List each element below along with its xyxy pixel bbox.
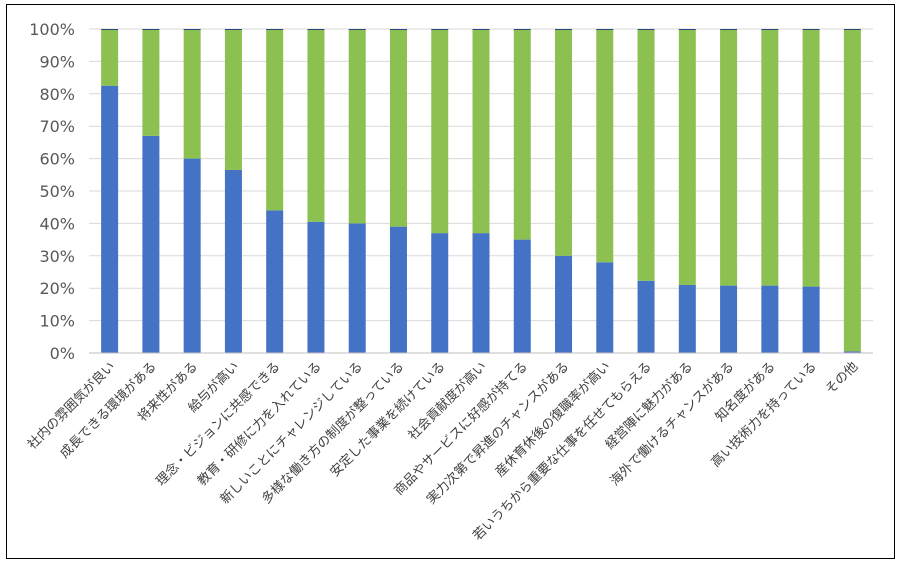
bar-segment-series-2 [843, 29, 861, 352]
bar-segment-series-1 [637, 280, 655, 353]
bar-segment-series-3 [802, 29, 820, 30]
bar-segment-series-1 [513, 239, 531, 353]
bar-segment-series-3 [431, 29, 449, 30]
bar-segment-series-1 [678, 284, 696, 353]
bar-segment-series-3 [678, 29, 696, 30]
bar-segment-series-2 [720, 29, 738, 286]
bar-segment-series-3 [389, 29, 407, 30]
bar-segment-series-2 [555, 29, 573, 256]
bar-segment-series-3 [472, 29, 490, 30]
bar-segment-series-2 [513, 29, 531, 240]
bar-segment-series-3 [142, 29, 160, 30]
y-tick-label: 10% [39, 312, 75, 331]
bar-segment-series-3 [843, 29, 861, 30]
bar-segment-series-1 [472, 233, 490, 353]
bar-segment-series-2 [101, 29, 119, 86]
bar-segment-series-3 [513, 29, 531, 30]
y-tick-label: 50% [39, 182, 75, 201]
bar-segment-series-3 [637, 29, 655, 30]
y-tick-label: 80% [39, 85, 75, 104]
bar-segment-series-3 [761, 29, 779, 30]
bar-segment-series-1 [431, 233, 449, 353]
bars [101, 29, 861, 353]
bar-segment-series-3 [348, 29, 366, 30]
bar-segment-series-1 [720, 285, 738, 353]
bar-segment-series-1 [101, 85, 119, 353]
bar-segment-series-3 [266, 29, 284, 30]
bar-segment-series-3 [555, 29, 573, 30]
y-tick-label: 40% [39, 214, 75, 233]
bar-segment-series-3 [596, 29, 614, 30]
bar-segment-series-1 [183, 158, 201, 353]
bar-segment-series-3 [307, 29, 325, 30]
y-tick-label: 70% [39, 117, 75, 136]
bar-segment-series-2 [596, 29, 614, 263]
bar-segment-series-2 [183, 29, 201, 159]
bar-segment-series-1 [224, 169, 242, 353]
bar-segment-series-3 [101, 29, 119, 30]
bar-segment-series-1 [761, 285, 779, 353]
bar-segment-series-3 [183, 29, 201, 30]
bar-segment-series-1 [348, 223, 366, 353]
bar-segment-series-2 [266, 29, 284, 211]
y-tick-label: 20% [39, 279, 75, 298]
bar-segment-series-2 [678, 29, 696, 285]
bar-segment-series-3 [720, 29, 738, 30]
bar-segment-series-3 [224, 29, 242, 30]
bar-segment-series-2 [472, 29, 490, 234]
x-axis: 社内の雰囲気が良い成長できる環境がある将来性がある給与が高い理念・ビジョンに共感… [24, 352, 873, 544]
y-tick-label: 60% [39, 150, 75, 169]
bar-segment-series-1 [266, 210, 284, 353]
bar-segment-series-2 [389, 29, 407, 227]
chart-frame: 0% 10% 20% 30% 40% 50% 60% 70% 80% 90% 100% 社内の雰囲気… [6, 4, 895, 559]
bar-segment-series-2 [637, 29, 655, 281]
bar-segment-series-1 [596, 262, 614, 353]
bar-segment-series-2 [348, 29, 366, 224]
bar-segment-series-1 [389, 226, 407, 353]
x-category-label: その他 [823, 359, 861, 397]
bar-segment-series-1 [802, 286, 820, 353]
bar-segment-series-2 [431, 29, 449, 234]
bar-segment-series-2 [802, 29, 820, 287]
stacked-bar-chart: 0% 10% 20% 30% 40% 50% 60% 70% 80% 90% 100% 社内の雰囲気… [24, 20, 873, 544]
y-tick-label: 30% [39, 247, 75, 266]
y-tick-label: 100% [29, 20, 75, 39]
bar-segment-series-2 [761, 29, 779, 286]
bar-segment-series-1 [307, 221, 325, 353]
bar-segment-series-2 [142, 29, 160, 136]
y-axis: 0% 10% 20% 30% 40% 50% 60% 70% 80% 90% 100% [29, 20, 75, 363]
bar-segment-series-1 [843, 351, 861, 353]
bar-segment-series-1 [142, 135, 160, 353]
x-category-label: 社会貢献度が高い [405, 359, 490, 444]
y-tick-label: 0% [50, 344, 75, 363]
bar-segment-series-1 [555, 255, 573, 353]
bar-segment-series-2 [307, 29, 325, 222]
bar-segment-series-2 [224, 29, 242, 170]
y-tick-label: 90% [39, 52, 75, 71]
